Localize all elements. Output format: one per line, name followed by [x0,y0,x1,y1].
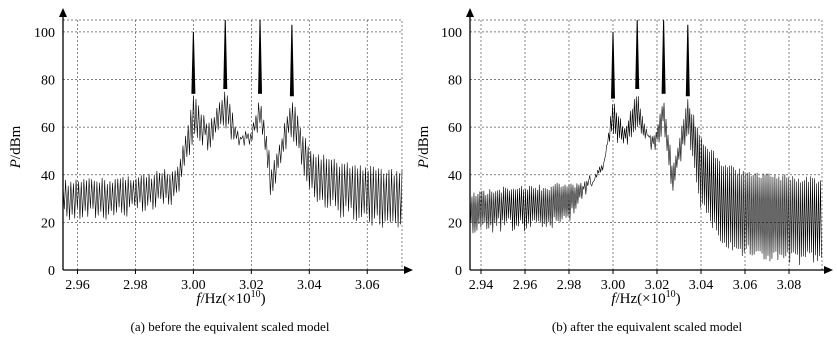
spectrum-line [62,91,403,228]
resonance-peak [611,31,615,99]
y-axis-label-italic: P [416,159,432,169]
x-axis-label-close: ) [676,291,681,307]
resonance-peak [289,24,294,97]
y-axis-label-unit: /dBm [416,125,432,159]
resonance-peak [191,31,196,94]
panel-caption: (b) after the equivalent scaled model [552,319,743,334]
y-axis-label-unit: /dBm [8,125,24,159]
y-tick-label: 80 [41,74,55,89]
x-axis-label: f/Hz(×1010) [196,289,265,307]
x-tick-label: 3.02 [645,278,670,293]
y-tick-label: 20 [448,216,462,231]
chart-panel-b: 0 20 40 60 80 100 2.94 2.96 2.98 3.00 3.02 3.04 3.06… [416,8,833,334]
x-tick-label: 3.00 [601,278,626,293]
y-axis-arrow [59,8,67,17]
y-axis-label: P/dBm [8,125,24,169]
panel-caption: (a) before the equivalent scaled model [131,319,330,334]
x-tick-label: 2.96 [65,278,90,293]
y-axis-label-italic: P [8,159,24,169]
y-tick-label: 60 [448,121,462,136]
x-tick-label: 2.98 [123,278,148,293]
y-tick-label: 100 [441,26,462,41]
y-tick-label: 80 [448,74,462,89]
x-axis-label-italic: f [611,291,617,307]
y-axis-label: P/dBm [416,125,432,169]
x-axis-label: f/Hz(×1010) [611,289,680,307]
plot-frame [62,19,403,271]
y-tick-label: 40 [448,169,462,184]
resonance-peak [223,19,228,90]
x-tick-label: 3.08 [777,278,802,293]
spectrum-line [469,96,822,266]
x-tick-label: 3.04 [297,278,322,293]
y-tick-label: 40 [41,169,55,184]
y-tick-label: 100 [34,26,55,41]
y-axis-arrow [466,8,474,17]
y-tick-label: 0 [455,264,462,279]
x-tick-label: 2.98 [557,278,582,293]
x-axis-arrow [404,266,413,274]
x-axis-label-exponent: 10 [666,289,676,300]
resonance-peak [661,19,666,94]
x-tick-label: 2.94 [469,278,494,293]
chart-panel-a: 0 20 40 60 80 100 2.96 2.98 3.00 3.02 3.04 3.06 P/dB… [8,8,413,334]
resonance-peak [258,19,263,94]
plot-frame [469,19,823,271]
x-axis-arrow [824,266,833,274]
x-tick-label: 3.00 [181,278,206,293]
x-axis-label-exponent: 10 [251,289,261,300]
x-axis-label-close: ) [261,291,266,307]
x-axis-label-unit: /Hz(×10 [616,291,666,307]
x-tick-label: 3.02 [239,278,264,293]
x-tick-label: 2.96 [513,278,538,293]
resonance-peak [685,24,690,97]
x-axis-label-italic: f [196,291,202,307]
x-tick-label: 3.06 [733,278,758,293]
y-tick-label: 60 [41,121,55,136]
resonance-peak [635,19,640,90]
x-tick-label: 3.04 [689,278,714,293]
x-axis-label-unit: /Hz(×10 [201,291,251,307]
y-tick-label: 20 [41,216,55,231]
y-tick-label: 0 [48,264,55,279]
x-tick-label: 3.06 [355,278,380,293]
